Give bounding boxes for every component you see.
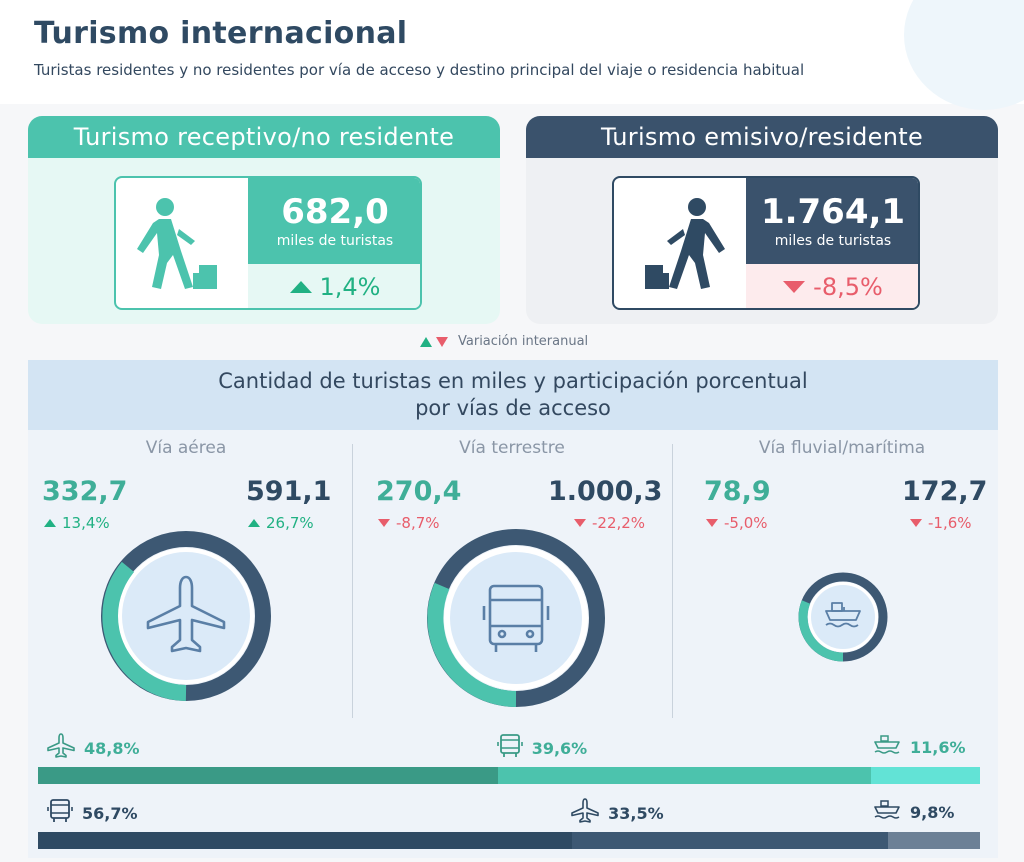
triangle-down-icon [436,336,448,347]
terrestre-donut [427,529,605,707]
receptivo-kpi-box: 682,0 miles de turistas 1,4% [114,176,422,310]
page-title: Turismo internacional [34,16,408,51]
receptivo-card: Turismo receptivo/no residente 682,0 mil… [28,116,500,324]
access-title: Cantidad de turistas en miles y particip… [28,360,998,430]
receptivo-share-label: 39,6% [496,733,588,763]
terrestre-title: Vía terrestre [459,438,565,458]
triangle-down-icon [574,519,586,527]
traveler-with-luggage-icon [116,178,248,308]
bus-icon [46,798,74,828]
fluvial-emisivo-value: 172,7 [902,476,988,507]
triangle-down-icon [910,519,922,527]
column-divider [672,444,673,718]
receptivo-value: 682,0 [281,192,389,232]
bus-icon [496,733,524,763]
receptivo-share-value: 48,8% [84,738,140,758]
fluvial-emisivo-variation-value: -1,6% [928,514,972,532]
emisivo-bar-segment-airplane [572,832,888,849]
fluvial-receptivo-variation: -5,0% [706,514,768,532]
ship-icon [825,602,861,628]
terrestre-emisivo-variation: -22,2% [574,514,645,532]
terrestre-emisivo-value: 1.000,3 [548,476,663,507]
aerea-emisivo-variation: 26,7% [248,514,314,532]
ship-icon [872,798,902,826]
receptivo-share-value: 39,6% [531,738,588,758]
ship-icon [872,733,902,761]
receptivo-bar-segment-airplane [38,767,498,784]
receptivo-bar-segment-bus [497,767,871,784]
aerea-receptivo-value: 332,7 [42,476,128,507]
emisivo-share-bar [38,832,980,849]
terrestre-receptivo-variation-value: -8,7% [396,514,440,532]
aerea-emisivo-variation-value: 26,7% [266,514,314,532]
aerea-donut-receptivo-arc [102,561,187,701]
terrestre-emisivo-variation-value: -22,2% [592,514,646,532]
aerea-donut-center [122,552,250,680]
receptivo-value-area: 682,0 miles de turistas [248,178,420,264]
receptivo-variation-value: 1,4% [319,273,381,301]
emisivo-bar-segment-ship [887,832,980,849]
aerea-emisivo-value: 591,1 [246,476,332,507]
bus-icon [482,584,550,652]
receptivo-card-title: Turismo receptivo/no residente [28,116,500,158]
emisivo-share-value: 56,7% [82,803,138,823]
emisivo-share-label: 56,7% [46,798,138,828]
emisivo-card-title: Turismo emisivo/residente [526,116,998,158]
aerea-title: Vía aérea [145,438,227,458]
terrestre-donut-receptivo-arc [427,582,517,707]
receptivo-share-bar [38,767,980,784]
airplane-icon [46,733,76,763]
receptivo-variation: 1,4% [248,264,420,308]
triangle-up-icon [420,336,432,347]
triangle-down-icon [378,519,390,527]
emisivo-share-label: 33,5% [570,798,664,828]
emisivo-value-area: 1.764,1 miles de turistas [746,178,918,264]
emisivo-unit: miles de turistas [774,233,892,249]
access-title-line2: por vías de acceso [415,396,611,420]
terrestre-receptivo-value: 270,4 [376,476,462,507]
column-divider [352,444,353,718]
aerea-receptivo-variation-value: 13,4% [62,514,110,532]
fluvial-receptivo-variation-value: -5,0% [724,514,768,532]
aerea-donut [101,531,271,701]
fluvial-donut-center [811,585,875,649]
receptivo-unit: miles de turistas [276,233,394,249]
variation-legend-label: Variación interanual [458,334,589,349]
emisivo-share-label: 9,8% [872,798,954,826]
page-subtitle: Turistas residentes y no residentes por … [34,61,805,79]
emisivo-value: 1.764,1 [760,192,906,232]
variation-legend: Variación interanual [420,334,588,349]
emisivo-bar-segment-bus [38,832,573,849]
receptivo-share-label: 48,8% [46,733,140,763]
emisivo-kpi-box: 1.764,1 miles de turistas -8,5% [612,176,920,310]
traveler-with-luggage-icon [614,178,746,308]
aerea-receptivo-variation: 13,4% [44,514,110,532]
triangle-down-icon [706,519,718,527]
receptivo-bar-segment-ship [870,767,980,784]
receptivo-share-value: 11,6% [910,737,966,757]
triangle-up-icon [289,281,312,293]
fluvial-title: Vía fluvial/marítima [758,438,926,458]
emisivo-variation-value: -8,5% [813,273,883,301]
emisivo-card: Turismo emisivo/residente 1.764,1 miles … [526,116,998,324]
emisivo-variation: -8,5% [746,264,918,308]
triangle-up-icon [44,519,56,527]
fluvial-donut-receptivo-arc [798,600,844,662]
emisivo-share-value: 33,5% [608,803,664,823]
triangle-up-icon [248,519,260,527]
airplane-icon [146,575,226,653]
terrestre-receptivo-variation: -8,7% [378,514,440,532]
terrestre-donut-center [450,552,582,684]
fluvial-receptivo-value: 78,9 [704,476,771,507]
header-band [0,0,1024,110]
fluvial-donut [798,572,888,662]
fluvial-emisivo-variation: -1,6% [910,514,972,532]
access-title-line1: Cantidad de turistas en miles y particip… [218,369,808,393]
triangle-down-icon [783,281,806,293]
emisivo-share-value: 9,8% [910,802,955,822]
airplane-icon [570,798,600,828]
receptivo-share-label: 11,6% [872,733,966,761]
